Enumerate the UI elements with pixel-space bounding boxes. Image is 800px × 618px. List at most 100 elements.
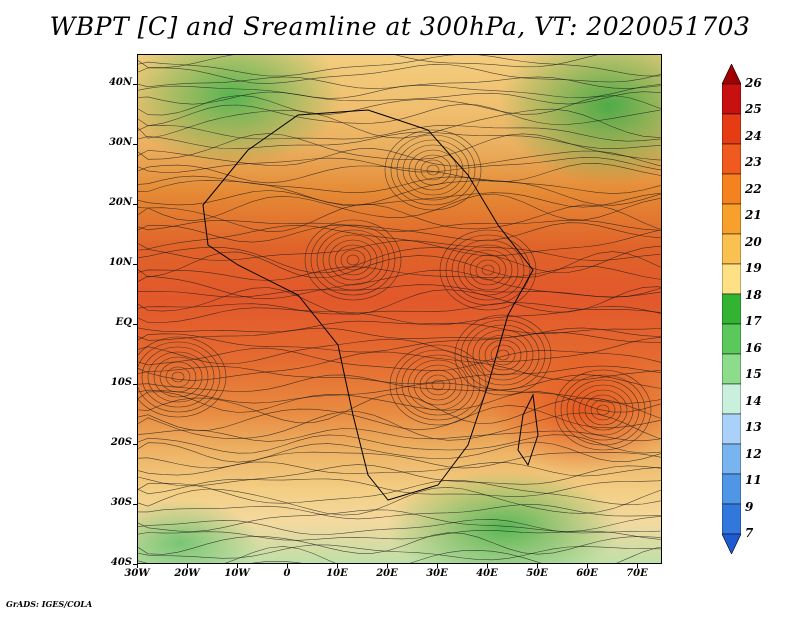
colorbar-label: 26 — [745, 76, 762, 90]
streamline — [138, 394, 661, 424]
vortex-streamline — [413, 364, 463, 406]
streamline — [252, 561, 302, 563]
vortex-streamline — [138, 336, 227, 418]
lat-tick — [133, 204, 137, 205]
vortex-streamline — [596, 404, 610, 416]
lon-tick — [137, 564, 138, 568]
vortex-streamline — [469, 254, 507, 286]
streamline — [138, 405, 661, 431]
streamline — [138, 91, 661, 105]
colorbar-swatch — [722, 413, 741, 445]
colorbar-label: 20 — [745, 234, 762, 249]
vortex-streamline — [334, 244, 372, 276]
streamline — [138, 55, 598, 69]
colorbar-swatch — [722, 203, 741, 235]
vortex-streamline — [408, 149, 458, 191]
streamline — [138, 108, 661, 139]
vortex-streamline — [316, 229, 390, 291]
streamline — [138, 320, 661, 334]
lat-tick — [133, 84, 137, 85]
vortex-streamline — [454, 314, 552, 396]
streamline — [138, 84, 661, 99]
color-bar — [722, 64, 741, 554]
streamline — [138, 518, 661, 535]
colorbar-label: 14 — [745, 393, 762, 408]
lon-label-10e: 10E — [326, 568, 348, 579]
colorbar-label: 18 — [745, 287, 762, 302]
vortex-streamline — [481, 264, 495, 276]
vortex-streamline — [384, 129, 482, 211]
streamline — [138, 95, 661, 116]
lon-label-40e: 40E — [476, 568, 498, 579]
lon-label-20e: 20E — [376, 568, 398, 579]
grads-credit: GrADS: IGES/COLA — [6, 599, 93, 609]
colorbar-top-arrow — [722, 64, 741, 85]
lat-label-10s: 10S — [110, 377, 132, 388]
weather-map — [137, 54, 662, 564]
vortex-streamline — [566, 379, 640, 441]
colorbar-swatch — [722, 233, 741, 265]
streamline — [138, 441, 661, 463]
lon-tick — [637, 564, 638, 568]
vortex-streamline — [390, 134, 476, 206]
vortex-streamline — [420, 159, 446, 181]
lon-tick — [337, 564, 338, 568]
madagascar-coastline — [517, 393, 539, 467]
streamline — [138, 204, 661, 232]
lat-tick — [133, 504, 137, 505]
vortex-streamline — [451, 239, 525, 301]
streamline — [138, 240, 661, 261]
lon-tick — [437, 564, 438, 568]
lat-label-20n: 20N — [108, 197, 132, 208]
colorbar-swatch — [722, 173, 741, 205]
vortex-streamline — [475, 259, 501, 281]
vortex-streamline — [340, 249, 366, 271]
vortex-streamline — [171, 371, 185, 383]
colorbar-label: 22 — [745, 181, 762, 196]
streamline — [138, 327, 661, 341]
colorbar-swatch — [722, 113, 741, 145]
colorbar-label: 9 — [745, 499, 754, 514]
africa-coastline — [202, 109, 534, 501]
lat-label-eq: EQ — [115, 317, 132, 328]
vortex-streamline — [466, 324, 540, 386]
vortex-streamline — [389, 344, 487, 426]
lon-tick — [187, 564, 188, 568]
colorbar-swatch — [722, 383, 741, 415]
vortex-streamline — [322, 234, 384, 286]
vortex-streamline — [346, 254, 360, 266]
lat-label-20s: 20S — [110, 437, 132, 448]
lat-label-30s: 30S — [110, 497, 132, 508]
lon-label-30w: 30W — [124, 568, 150, 579]
colorbar-label: 19 — [745, 261, 762, 276]
colorbar-swatch — [722, 443, 741, 475]
lon-label-60e: 60E — [576, 568, 598, 579]
vortex-streamline — [490, 344, 516, 366]
streamline-layer — [138, 55, 661, 563]
lat-tick — [133, 144, 137, 145]
lon-tick — [487, 564, 488, 568]
lon-tick — [237, 564, 238, 568]
streamline — [138, 332, 661, 353]
lon-tick — [287, 564, 288, 568]
vortex-streamline — [147, 351, 209, 403]
colorbar-label: 24 — [745, 128, 762, 143]
vortex-streamline — [472, 329, 534, 381]
vortex-streamline — [407, 359, 469, 411]
streamline — [138, 464, 661, 487]
chart-title: WBPT [C] and Sreamline at 300hPa, VT: 20… — [49, 12, 751, 41]
colorbar-swatch — [722, 323, 741, 355]
lon-tick — [537, 564, 538, 568]
lon-label-50e: 50E — [526, 568, 548, 579]
lat-label-10n: 10N — [108, 257, 132, 268]
streamline — [138, 63, 661, 84]
vortex-streamline — [141, 346, 215, 408]
vortex-streamline — [426, 164, 440, 176]
streamline — [138, 124, 661, 142]
streamline — [138, 302, 661, 315]
colorbar-label: 16 — [745, 340, 762, 355]
streamline — [138, 133, 661, 161]
colorbar-label: 7 — [745, 526, 754, 540]
vortex-streamline — [578, 389, 628, 431]
colorbar-swatch — [722, 143, 741, 175]
